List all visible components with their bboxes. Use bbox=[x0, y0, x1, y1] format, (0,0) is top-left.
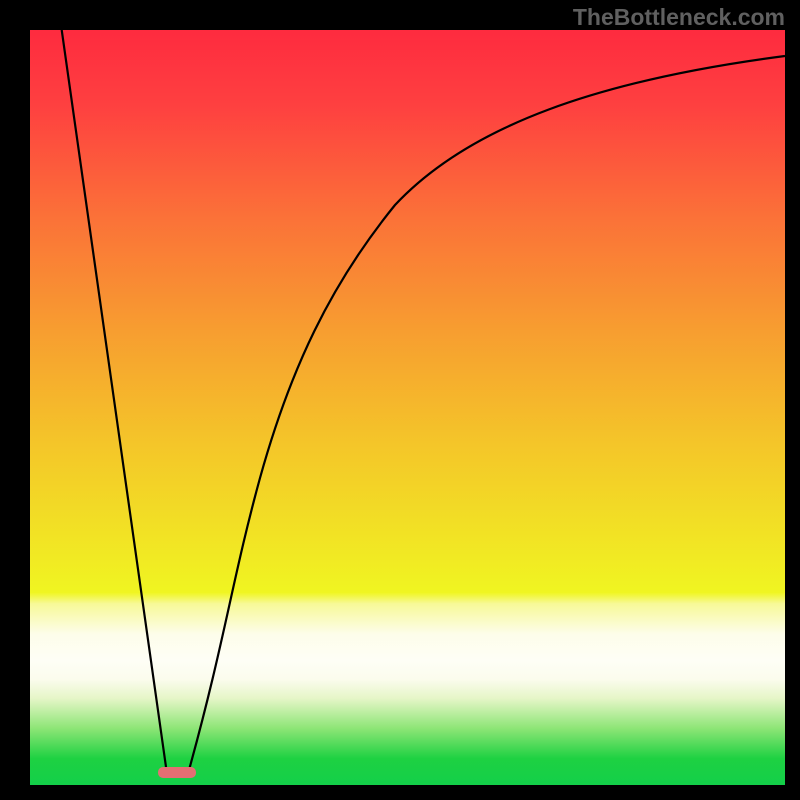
watermark-text: TheBottleneck.com bbox=[573, 4, 785, 31]
chart-frame bbox=[30, 30, 785, 785]
chart-svg bbox=[30, 30, 785, 785]
optimum-marker bbox=[158, 767, 196, 778]
gradient-background bbox=[30, 30, 785, 785]
